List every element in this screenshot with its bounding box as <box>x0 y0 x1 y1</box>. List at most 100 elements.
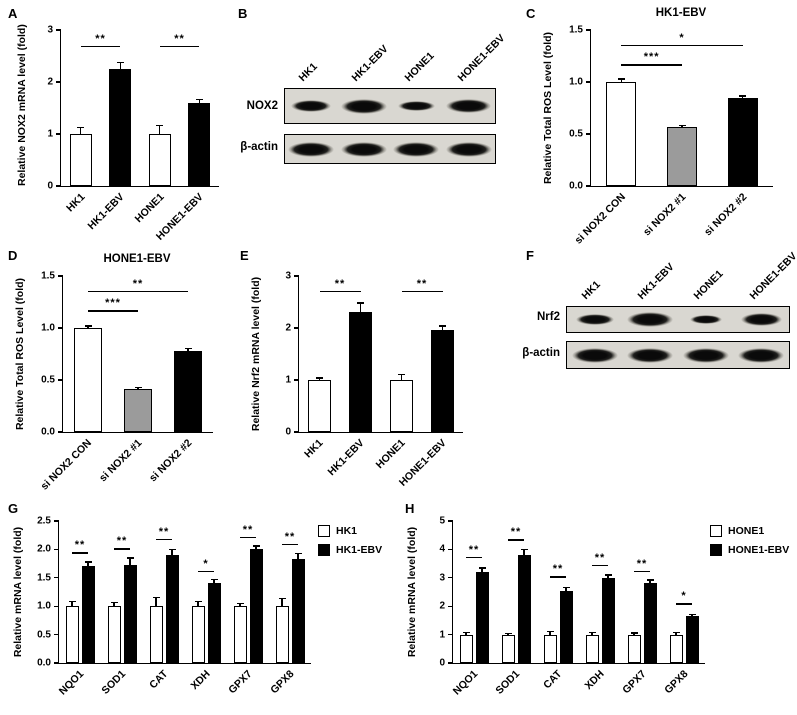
significance-line <box>676 603 692 605</box>
error-bar-cap <box>68 601 76 603</box>
bar <box>123 564 137 663</box>
bar <box>501 634 515 663</box>
y-tick-mark <box>55 81 61 83</box>
y-tick-label: 1 <box>439 629 445 641</box>
x-axis-label: GPX8 <box>268 668 297 697</box>
significance-stars: *** <box>105 297 121 310</box>
error-bar-cap <box>546 630 554 632</box>
y-tick-mark <box>447 548 453 551</box>
error-bar <box>80 127 82 134</box>
lane-label: HK1 <box>579 278 603 302</box>
y-tick-label: 2.0 <box>37 543 51 555</box>
bar <box>124 389 152 432</box>
error-bar <box>71 601 73 607</box>
y-tick-mark <box>585 29 591 31</box>
panel-h-y-axis-label: Relative mRNA level (fold) <box>406 526 418 658</box>
error-bar <box>633 632 635 635</box>
x-axis-label: si NOX2 #2 <box>147 437 195 485</box>
blot-strip-nox2 <box>284 88 496 124</box>
blot-row-label-beta-actin: β-actin <box>522 347 560 359</box>
significance-stars: ** <box>132 277 144 290</box>
significance-stars: ** <box>158 526 170 539</box>
error-bar-cap <box>672 631 680 633</box>
blot-band <box>627 347 674 363</box>
significance-stars: ** <box>95 32 106 45</box>
panel-e-y-axis-label: Relative Nrf2 mRNA level (fold) <box>250 276 262 432</box>
y-tick-label: 0 <box>285 426 291 438</box>
y-tick-mark <box>55 185 61 187</box>
y-tick-label: 1 <box>47 128 53 140</box>
error-bar-cap <box>126 557 134 559</box>
panel-a-letter: A <box>8 6 18 21</box>
bar <box>685 616 699 663</box>
error-bar-cap <box>168 548 176 551</box>
significance-stars: ** <box>416 277 428 290</box>
legend-item: HONE1-EBV <box>710 544 789 556</box>
legend-item: HK1 <box>318 525 382 537</box>
error-bar <box>681 125 683 127</box>
bar <box>249 549 263 663</box>
bar <box>207 583 221 663</box>
x-axis-label: HK1-EBV <box>85 191 127 233</box>
panel-h-legend: HONE1 HONE1-EBV <box>710 525 789 563</box>
bar <box>727 97 758 186</box>
panel-d-letter: D <box>8 248 18 263</box>
x-axis-label: SOD1 <box>493 668 523 697</box>
bar <box>174 350 202 432</box>
error-bar <box>87 325 89 328</box>
bar <box>559 590 573 663</box>
blot-band <box>445 141 492 157</box>
blot-band <box>393 141 440 157</box>
x-axis-label: GPX8 <box>662 668 691 697</box>
x-axis-label: CAT <box>147 668 171 692</box>
error-bar <box>481 567 483 573</box>
error-bar <box>742 96 744 98</box>
blot-band <box>740 313 782 326</box>
error-bar <box>691 614 693 617</box>
significance-stars: ** <box>74 539 86 552</box>
blot-band <box>340 141 387 157</box>
bar <box>188 102 211 186</box>
x-axis-label: HK1 <box>63 191 88 215</box>
y-tick-mark <box>585 133 591 135</box>
panel-d-title: HONE1-EBV <box>103 253 171 265</box>
bar <box>431 329 454 432</box>
legend-label: HONE1 <box>728 525 765 537</box>
panel-a-chart: 0 1 2 3 HK1 HK1-EBV HONE1 HONE1-EBV ** ** <box>47 25 219 243</box>
significance-line <box>198 570 214 573</box>
panel-a-y-axis-label: Relative NOX2 mRNA level (fold) <box>16 24 28 186</box>
panel-d-chart: 0.0 0.5 1.0 1.5 si NOX2 CON si NOX2 #1 si NOX2… <box>39 271 213 493</box>
bar <box>601 577 615 663</box>
error-bar <box>213 579 215 584</box>
bar <box>606 82 637 186</box>
panel-e-chart: 0 1 2 3 HK1 HK1-EBV HONE1 HONE1-EBV ** ** <box>285 271 463 489</box>
legend-label: HONE1-EBV <box>728 544 790 556</box>
error-bar-cap <box>152 597 160 599</box>
error-bar-cap <box>236 602 244 604</box>
panel-g-letter: G <box>8 501 19 516</box>
error-bar <box>159 125 161 134</box>
y-tick-label: 1.5 <box>41 270 55 282</box>
y-tick-mark <box>57 379 63 381</box>
error-bar-cap <box>316 377 323 379</box>
error-bar-cap <box>562 586 570 588</box>
x-axis-label: CAT <box>541 668 565 692</box>
y-tick-mark <box>53 633 59 636</box>
y-tick-label: 3 <box>439 572 445 584</box>
legend-swatch <box>318 544 330 556</box>
error-bar-cap <box>504 632 512 634</box>
y-tick-label: 0.5 <box>37 629 51 641</box>
significance-line <box>88 310 138 312</box>
error-bar-cap <box>156 125 164 127</box>
bar <box>74 328 102 432</box>
error-bar <box>187 348 189 351</box>
x-axis-label: HONE1 <box>132 191 167 226</box>
bar <box>107 606 121 663</box>
bar <box>643 583 657 663</box>
y-tick-mark <box>57 431 63 433</box>
lane-label: HONE1 <box>402 49 437 84</box>
y-tick-mark <box>53 548 59 551</box>
blot-band <box>689 315 722 324</box>
error-bar-cap <box>84 561 92 563</box>
bar <box>349 312 372 432</box>
